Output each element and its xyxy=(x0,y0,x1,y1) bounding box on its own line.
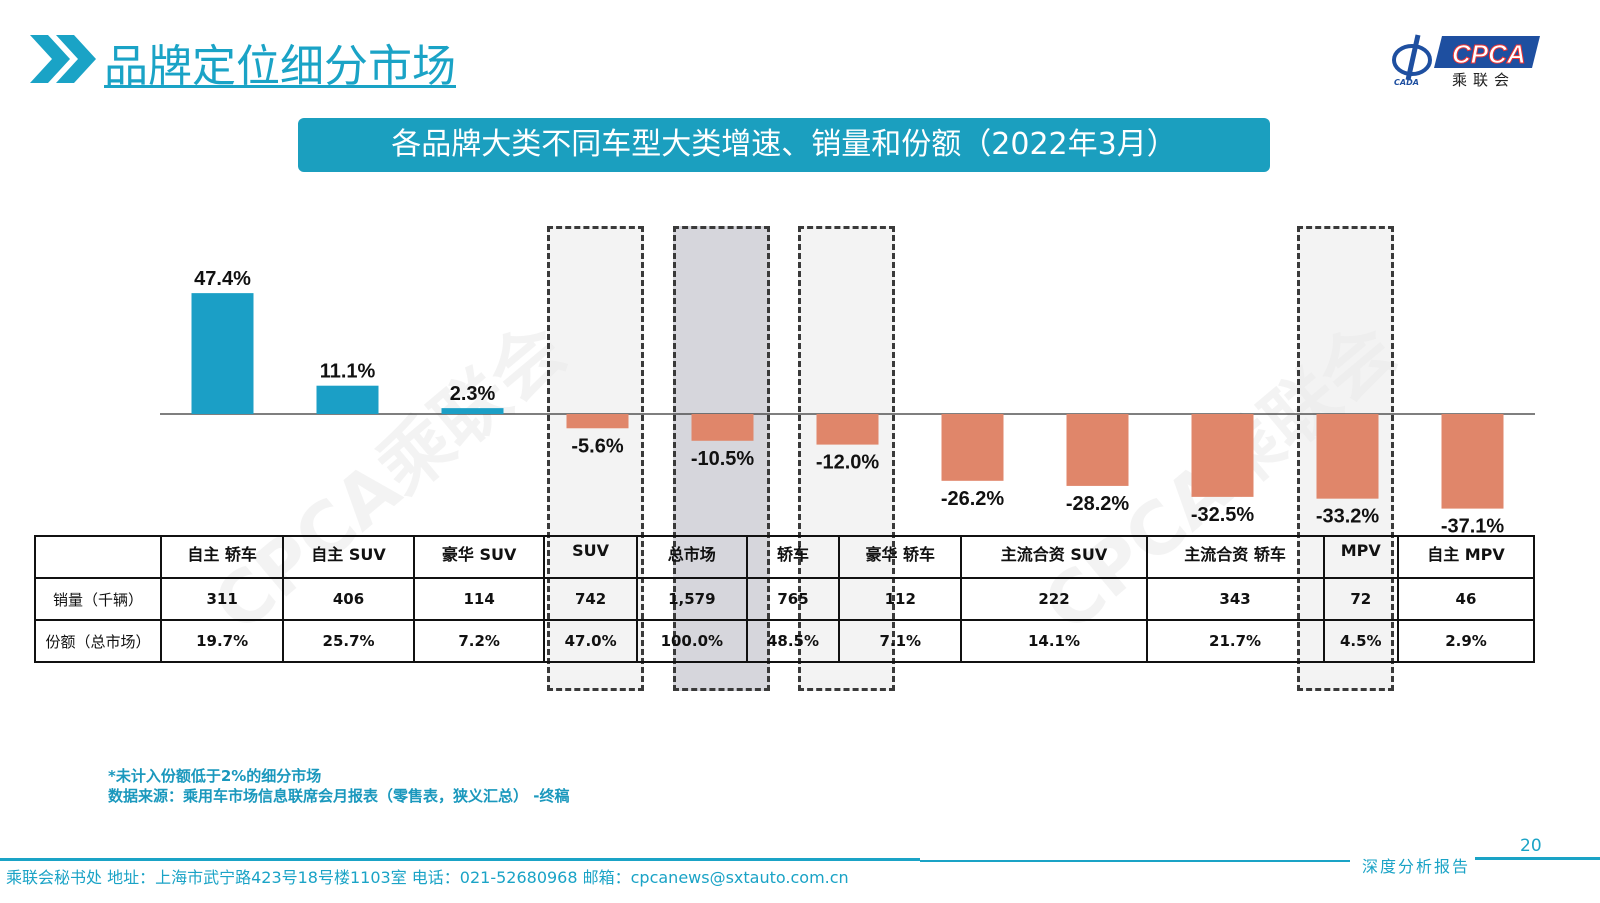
bar-自主 MPV xyxy=(1441,414,1504,509)
bar-自主 轿车 xyxy=(191,293,254,414)
data-table: 自主 轿车 自主 SUV 豪华 SUV SUV 总市场 轿车 豪华 轿车 主流合资 SUV 主流… xyxy=(34,535,1536,663)
header-cell xyxy=(34,535,162,579)
header-cell: 主流合资 SUV xyxy=(960,535,1148,579)
table-cell: 765 xyxy=(745,577,841,621)
data-label: 2.3% xyxy=(450,383,496,405)
footer-contact: 乘联会秘书处 地址：上海市武宁路423号18号楼1103室 电话：021-526… xyxy=(6,868,849,887)
page-number: 20 xyxy=(1520,836,1542,856)
svg-text:CADA: CADA xyxy=(1394,78,1419,87)
header-cell: 豪华 SUV xyxy=(412,535,546,579)
bar-轿车 xyxy=(816,414,879,445)
header-cell: 豪华 轿车 xyxy=(838,535,963,579)
table-cell: 222 xyxy=(960,577,1148,621)
footer-divider xyxy=(0,858,920,861)
table-cell: 100.0% xyxy=(635,619,748,663)
table-cell: 406 xyxy=(282,577,415,621)
header-cell: 总市场 xyxy=(635,535,748,579)
table-cell: 112 xyxy=(838,577,963,621)
table-cell: 7.1% xyxy=(838,619,963,663)
header-cell: 轿车 xyxy=(745,535,841,579)
footer-divider xyxy=(1475,857,1600,860)
chevron-icon xyxy=(30,35,96,83)
table-cell: 21.7% xyxy=(1145,619,1325,663)
data-label: -5.6% xyxy=(571,435,623,457)
data-label: -32.5% xyxy=(1191,504,1255,526)
footnote: *未计入份额低于2%的细分市场 xyxy=(108,767,322,785)
bar-主流合资 轿车 xyxy=(1191,414,1254,497)
table-row: 份额（总市场） 19.7% 25.7% 7.2% 47.0% 100.0% 48.5% 7.1… xyxy=(34,619,1536,663)
data-label: -28.2% xyxy=(1066,493,1130,515)
table-cell: 48.5% xyxy=(745,619,841,663)
table-cell: 311 xyxy=(159,577,285,621)
table-cell: 343 xyxy=(1145,577,1325,621)
bar-总市场 xyxy=(691,414,754,441)
data-label: 11.1% xyxy=(320,361,376,383)
table-cell: 47.0% xyxy=(543,619,638,663)
header-cell: 主流合资 轿车 xyxy=(1145,535,1325,579)
cpca-logo: CPCA 乘联会 CADA xyxy=(1390,30,1550,90)
report-label: 深度分析报告 xyxy=(1362,857,1471,876)
row-label: 销量（千辆） xyxy=(34,577,162,621)
table-cell: 7.2% xyxy=(412,619,546,663)
header-cell: MPV xyxy=(1322,535,1399,579)
data-label: -12.0% xyxy=(816,452,880,474)
data-label: 47.4% xyxy=(194,268,251,290)
bar-豪华 SUV xyxy=(441,408,504,414)
table-cell: 19.7% xyxy=(159,619,285,663)
header-cell: 自主 轿车 xyxy=(159,535,285,579)
header-cell: 自主 SUV xyxy=(282,535,415,579)
data-label: -37.1% xyxy=(1441,516,1505,538)
bar-主流合资 SUV xyxy=(1066,414,1129,486)
data-source: 数据来源：乘用车市场信息联席会月报表（零售表，狭义汇总） -终稿 xyxy=(108,787,570,805)
bar-豪华 轿车 xyxy=(941,414,1004,481)
data-label: -33.2% xyxy=(1316,506,1380,528)
table-cell: 114 xyxy=(412,577,546,621)
table-row: 销量（千辆） 311 406 114 742 1,579 765 112 222 343 72 46 xyxy=(34,577,1536,621)
row-label: 份额（总市场） xyxy=(34,619,162,663)
chart-title: 各品牌大类不同车型大类增速、销量和份额（2022年3月） xyxy=(298,118,1270,172)
table-cell: 2.9% xyxy=(1396,619,1536,663)
table-cell: 742 xyxy=(543,577,638,621)
bar-自主 SUV xyxy=(316,385,379,414)
header-cell: 自主 MPV xyxy=(1396,535,1536,579)
svg-text:乘联会: 乘联会 xyxy=(1452,71,1515,89)
data-label: -26.2% xyxy=(941,488,1005,510)
bar-SUV xyxy=(566,414,629,429)
table-cell: 25.7% xyxy=(282,619,415,663)
table-cell: 1,579 xyxy=(635,577,748,621)
table-cell: 72 xyxy=(1322,577,1399,621)
data-label: -10.5% xyxy=(691,448,755,470)
table-cell: 46 xyxy=(1396,577,1536,621)
table-cell: 14.1% xyxy=(960,619,1148,663)
page-title: 品牌定位细分市场 xyxy=(104,41,456,92)
footer-divider xyxy=(920,860,1350,862)
header-cell: SUV xyxy=(543,535,638,579)
bar-MPV xyxy=(1316,414,1379,499)
table-cell: 4.5% xyxy=(1322,619,1399,663)
table-header-row: 自主 轿车 自主 SUV 豪华 SUV SUV 总市场 轿车 豪华 轿车 主流合资 SUV 主流… xyxy=(34,535,1536,579)
svg-text:CPCA: CPCA xyxy=(1452,39,1526,69)
